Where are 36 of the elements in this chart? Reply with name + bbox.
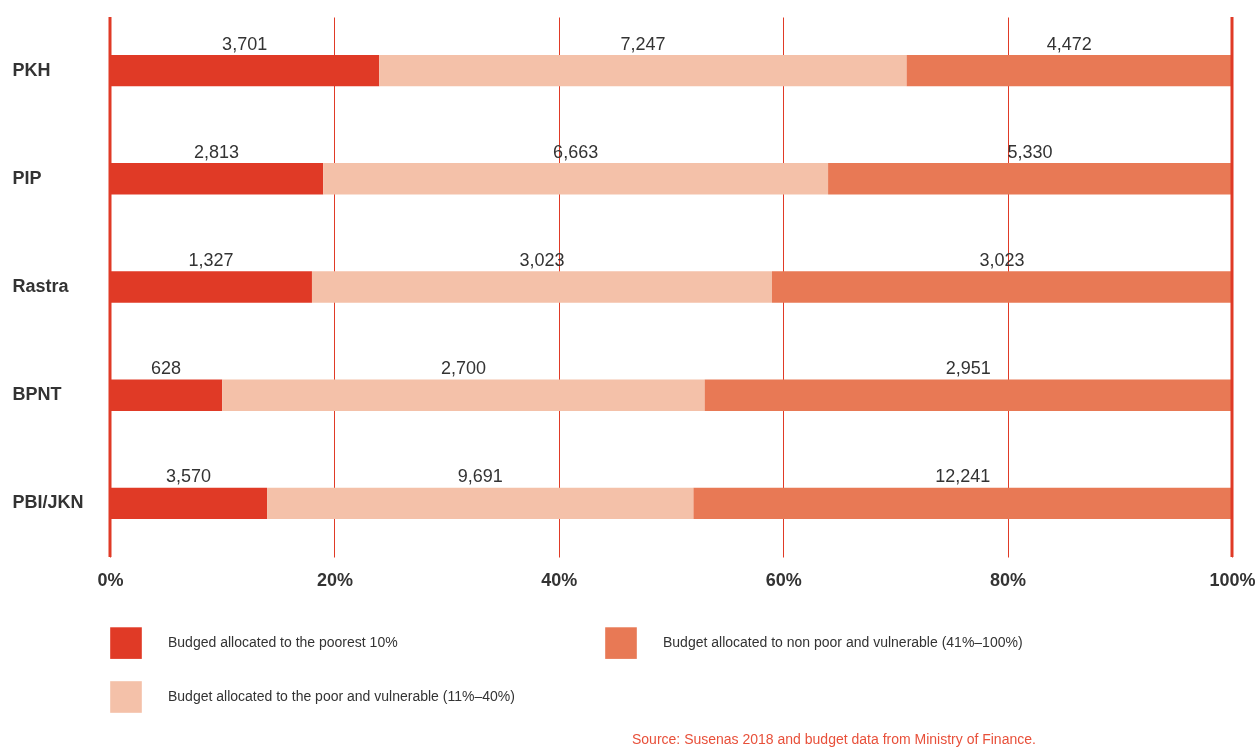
x-tick-label: 80% — [990, 569, 1027, 590]
bar — [828, 163, 1232, 195]
y-tick-label: BPNT — [12, 384, 62, 405]
annotation: 7,247 — [620, 33, 666, 54]
annotation: 1,327 — [188, 250, 234, 270]
bar — [771, 271, 1232, 303]
annotation: 2,951 — [945, 358, 991, 379]
annotation: 3,570 — [166, 466, 212, 487]
bar — [906, 54, 1232, 87]
x-tick-label: 60% — [765, 569, 802, 590]
bar — [267, 487, 694, 520]
bar — [323, 163, 829, 195]
bar — [222, 379, 705, 411]
legend-label: Budget allocated to non poor and vulnerable (41%–100%) — [663, 634, 1023, 651]
annotation: 4,472 — [1046, 33, 1092, 54]
source-note: Source: Susenas 2018 and budget data from Ministry of Finance. — [632, 731, 1036, 747]
annotation: 9,691 — [457, 466, 503, 487]
annotation: 12,241 — [935, 466, 991, 487]
y-tick-label: PBI/JKN — [12, 492, 84, 513]
y-tick-label: PKH — [12, 59, 51, 80]
x-tick-label: 40% — [541, 569, 578, 590]
x-tick-label: 100% — [1209, 569, 1256, 590]
bar — [693, 487, 1232, 520]
legend-label: Budged allocated to the poorest 10% — [168, 634, 398, 651]
bar — [379, 54, 907, 87]
y-tick-label: PIP — [12, 167, 42, 188]
x-tick-label: 0% — [97, 569, 124, 590]
bar — [311, 271, 772, 303]
annotation: 3,701 — [222, 33, 268, 54]
annotation: 2,700 — [440, 358, 486, 379]
annotation: 628 — [151, 358, 182, 379]
x-tick-label: 20% — [316, 569, 353, 590]
bar — [704, 379, 1232, 411]
legend-label: Budget allocated to the poor and vulnerable (11%–40%) — [168, 688, 515, 704]
annotation: 2,813 — [194, 141, 240, 162]
y-tick-label: Rastra — [12, 276, 70, 296]
